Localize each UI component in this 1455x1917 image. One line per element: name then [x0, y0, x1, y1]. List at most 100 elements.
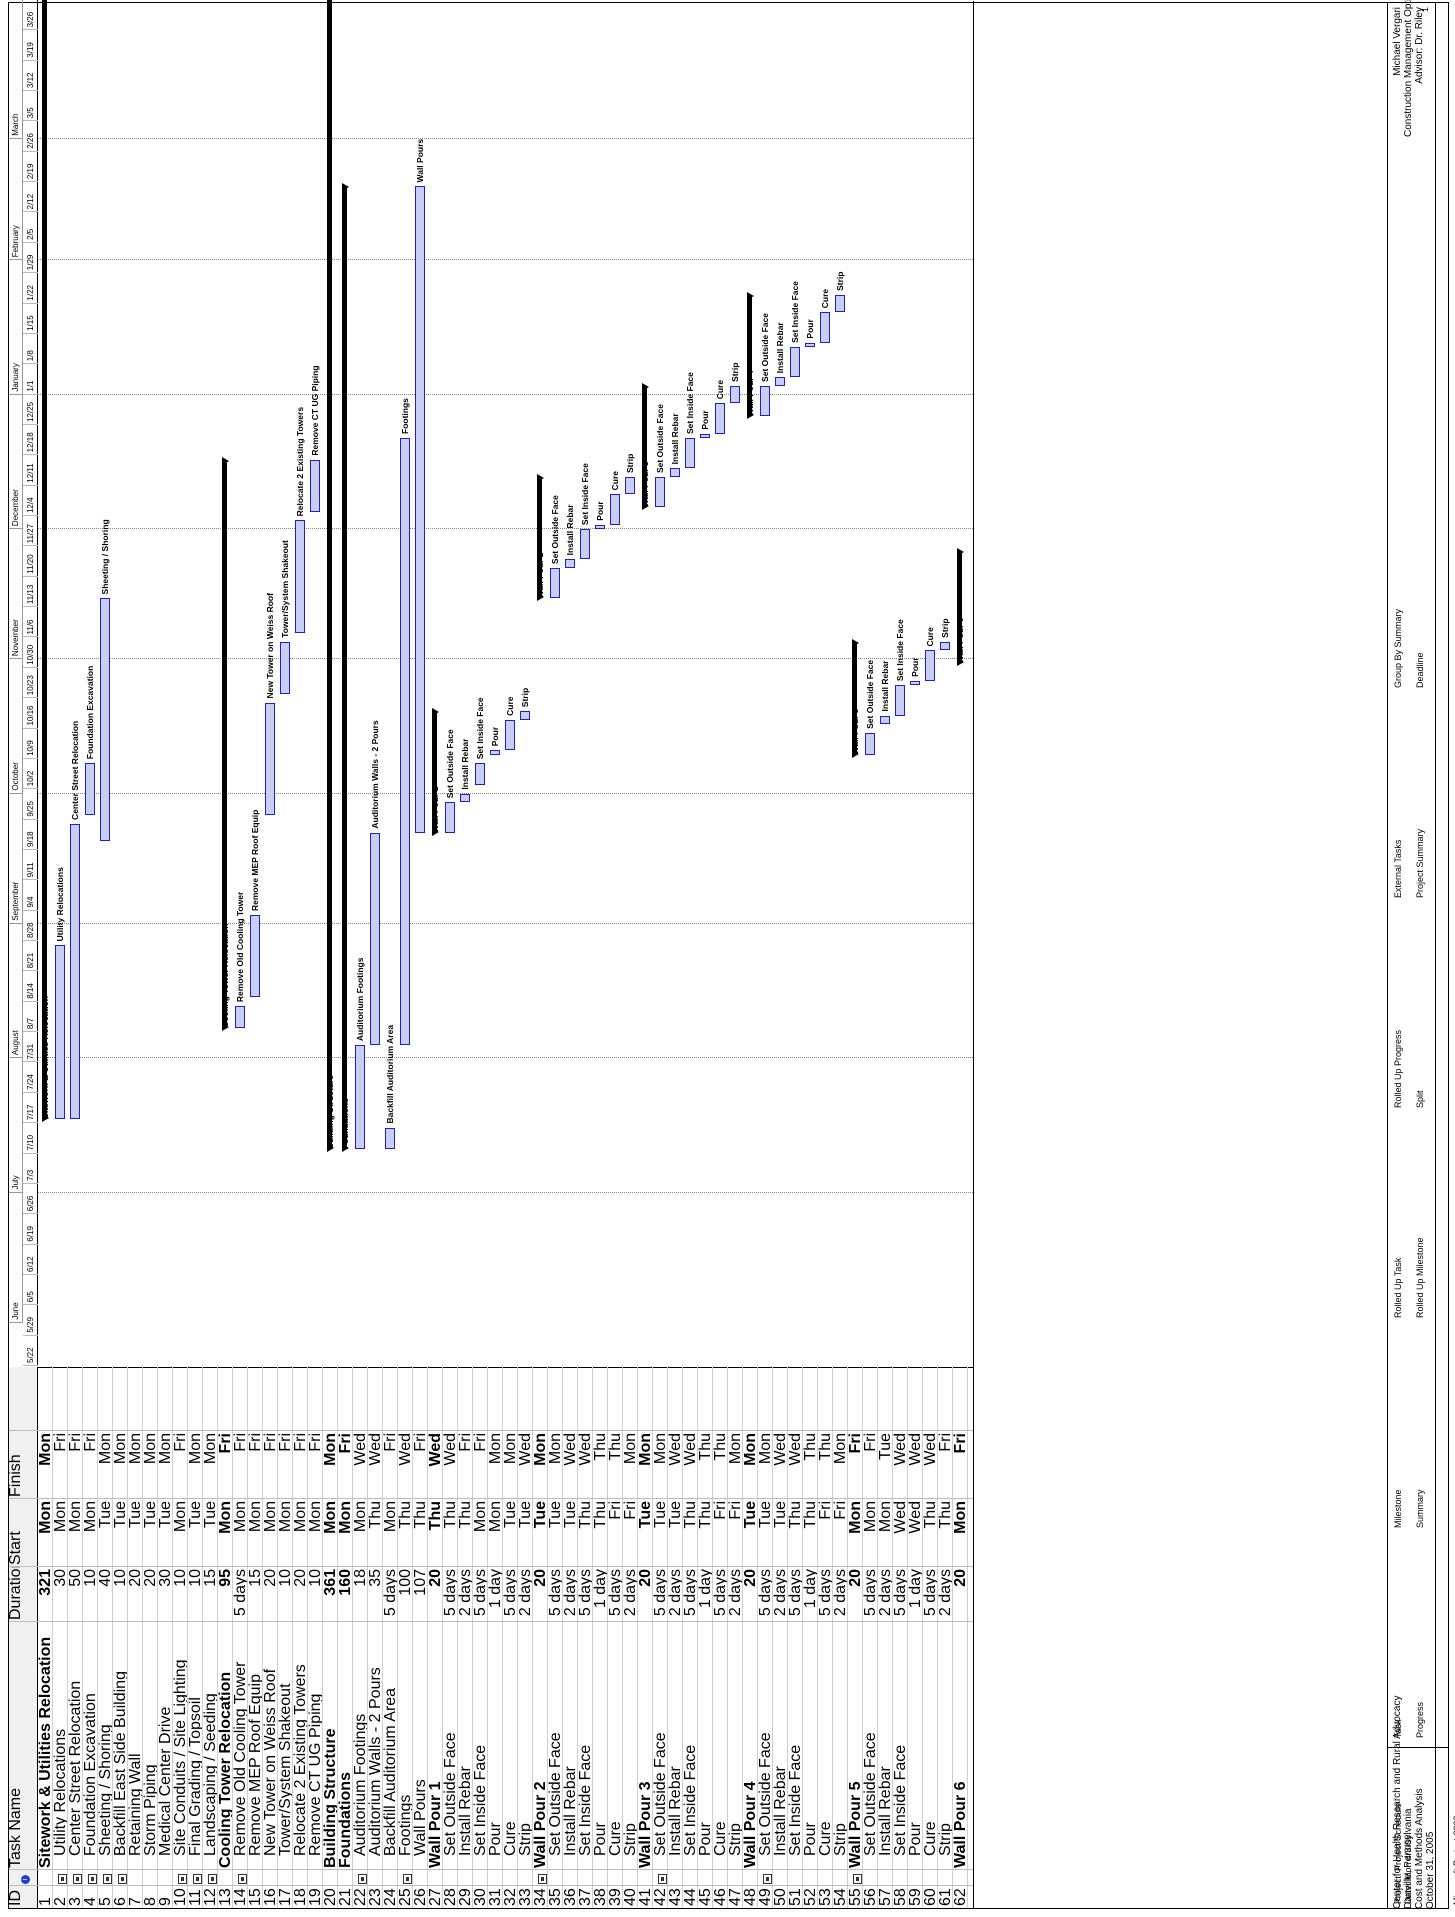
row-finish[interactable]: Fri 7/15/05 — [383, 1433, 397, 1452]
task-bar[interactable] — [490, 750, 500, 755]
row-start[interactable]: Thu 11/3/05 — [938, 1501, 952, 1529]
row-task-name[interactable]: Set Inside Face — [788, 1744, 802, 1856]
row-task-name[interactable]: Backfill Auditorium Area — [383, 1687, 397, 1856]
row-duration[interactable]: 2 days — [938, 1569, 952, 1616]
row-task-name[interactable]: Wall Pour 6 — [953, 1781, 967, 1868]
table-row[interactable]: 6 Backfill East Side Building 10 days Tue 4… — [113, 1367, 128, 1908]
row-start[interactable]: Thu 1/12/06 — [803, 1501, 817, 1529]
row-finish[interactable]: Mon 12/12/05 — [533, 1433, 547, 1466]
row-task-name[interactable]: Wall Pour 3 — [638, 1781, 652, 1868]
row-duration[interactable]: 2 days — [878, 1569, 892, 1616]
row-start[interactable]: Mon 10/24/05 — [278, 1501, 292, 1533]
row-duration[interactable]: 2 days — [833, 1569, 847, 1616]
table-row[interactable]: 12 Landscaping / Seeding 15 days Tue 9/19/0… — [203, 1367, 218, 1908]
row-start[interactable]: Tue 12/6/05 — [638, 1501, 652, 1529]
row-task-name[interactable]: Utility Relocations — [53, 1728, 67, 1856]
row-duration[interactable]: 2 days — [728, 1569, 742, 1616]
row-task-name[interactable]: Strip — [938, 1823, 952, 1856]
row-finish[interactable]: Wed 10/19/05 — [518, 1433, 532, 1466]
row-duration[interactable]: 10 days — [173, 1569, 187, 1587]
row-task-name[interactable]: Set Outside Face — [758, 1732, 772, 1856]
row-duration[interactable]: 20 days — [428, 1569, 442, 1587]
table-row[interactable]: 48 Wall Pour 4 20 days Tue 12/27/05 Mon 1/23… — [743, 1367, 758, 1908]
row-task-name[interactable]: Strip — [623, 1823, 637, 1856]
row-start[interactable]: Mon 8/15/05 — [248, 1501, 262, 1533]
row-finish[interactable]: Mon 11/21/05 — [548, 1433, 562, 1465]
row-finish[interactable]: Thu 12/22/05 — [698, 1433, 712, 1461]
row-finish[interactable]: Fri 9/2/05 — [248, 1433, 262, 1452]
row-start[interactable]: Thu 1/5/06 — [788, 1501, 802, 1529]
row-start[interactable]: Tue 12/6/05 — [653, 1501, 667, 1528]
task-bar[interactable] — [295, 520, 305, 634]
table-row[interactable]: 28 Set Outside Face 5 days Thu 9/22/05 Wed 9… — [443, 1367, 458, 1908]
table-row[interactable]: 61 Strip 2 days Thu 11/3/05 Fri 11/4/05 — [938, 1367, 953, 1908]
row-finish[interactable]: Thu 12/29/05 — [713, 1433, 727, 1461]
row-start[interactable]: Fri 12/23/05 — [713, 1501, 727, 1520]
table-row[interactable]: 56 Set Outside Face 5 days Mon 10/10/05 Fri … — [863, 1367, 878, 1908]
row-task-name[interactable]: Wall Pour 4 — [743, 1781, 757, 1868]
row-duration[interactable]: 5 days — [653, 1569, 667, 1616]
row-start[interactable]: Mon 7/11/05 — [323, 1501, 337, 1534]
summary-bar[interactable] — [42, 0, 47, 1119]
row-task-name[interactable]: Cure — [713, 1821, 727, 1856]
row-start[interactable]: Wed 10/26/05 — [908, 1501, 922, 1534]
row-duration[interactable]: 18 days — [353, 1569, 367, 1587]
task-bar[interactable] — [460, 793, 470, 803]
row-start[interactable]: Tue 12/13/05 — [668, 1501, 682, 1528]
row-duration[interactable]: 20 days — [128, 1569, 142, 1587]
table-row[interactable]: 40 Strip 2 days Fri 12/9/05 Mon 12/12/05 — [623, 1367, 638, 1908]
row-duration[interactable]: 361 days — [323, 1569, 337, 1596]
row-duration[interactable]: 20 days — [263, 1569, 277, 1587]
row-task-name[interactable]: Wall Pours — [413, 1779, 427, 1856]
row-finish[interactable]: Fri 8/26/05 — [53, 1433, 67, 1452]
row-task-name[interactable]: Install Rebar — [773, 1766, 787, 1856]
table-row[interactable]: 16 New Tower on Weiss Roof 20 days Mon 9/26… — [263, 1367, 278, 1908]
row-duration[interactable]: 20 days — [848, 1569, 862, 1587]
row-duration[interactable]: 2 days — [458, 1569, 472, 1616]
row-start[interactable]: Thu 9/22/05 — [413, 1501, 427, 1529]
row-task-name[interactable]: Strip — [518, 1823, 532, 1856]
row-duration[interactable]: 20 days — [638, 1569, 652, 1587]
row-finish[interactable]: Wed 10/19/05 — [428, 1433, 442, 1467]
table-row[interactable]: 58 Set Inside Face 5 days Wed 10/19/05 Wed 1… — [893, 1367, 908, 1908]
task-bar[interactable] — [835, 294, 845, 313]
row-task-name[interactable]: Set Outside Face — [863, 1732, 877, 1856]
row-duration[interactable]: 20 days — [743, 1569, 757, 1587]
row-task-name[interactable]: Pour — [908, 1822, 922, 1856]
table-row[interactable]: 51 Set Inside Face 5 days Thu 1/5/06 Wed 1/1… — [788, 1367, 803, 1908]
table-row[interactable]: 62 Wall Pour 6 20 days Mon 10/31/05 Fri 11/2… — [953, 1367, 968, 1908]
task-bar[interactable] — [235, 1006, 245, 1028]
row-task-name[interactable]: Foundation Excavation — [83, 1693, 97, 1856]
row-start[interactable]: Mon 9/26/05 — [83, 1501, 97, 1533]
table-row[interactable]: 38 Pour 1 day Thu 12/1/05 Thu 12/1/05 — [593, 1367, 608, 1908]
row-duration[interactable]: 10 days — [278, 1569, 292, 1587]
row-task-name[interactable]: Storm Piping — [143, 1764, 157, 1856]
row-duration[interactable]: 5 days — [818, 1569, 832, 1616]
row-task-name[interactable]: Landscaping / Seeding — [203, 1693, 217, 1856]
row-finish[interactable]: Mon 1/23/06 — [833, 1433, 847, 1465]
row-duration[interactable]: 1 day — [908, 1569, 922, 1608]
row-duration[interactable]: 15 days — [203, 1569, 217, 1587]
row-start[interactable]: Mon 11/7/05 — [293, 1501, 307, 1533]
row-duration[interactable]: 5 days — [758, 1569, 772, 1616]
row-task-name[interactable]: Set Inside Face — [683, 1744, 697, 1856]
row-finish[interactable]: Fri 10/21/05 — [263, 1433, 277, 1452]
row-start[interactable]: Tue 12/27/05 — [743, 1501, 757, 1529]
row-finish[interactable]: Fri 12/16/05 — [218, 1433, 232, 1454]
row-duration[interactable]: 10 days — [113, 1569, 127, 1587]
table-row[interactable]: 39 Cure 5 days Fri 12/2/05 Thu 12/8/05 — [608, 1367, 623, 1908]
table-row[interactable]: 14 Remove Old Cooling Tower 5 days Mon 8/8/… — [233, 1367, 248, 1908]
row-duration[interactable]: 5 days — [788, 1569, 802, 1616]
row-finish[interactable]: Mon 10/10/05 — [488, 1433, 502, 1465]
task-bar[interactable] — [415, 186, 425, 833]
task-bar[interactable] — [880, 715, 890, 725]
row-finish[interactable]: Fri 11/4/05 — [278, 1433, 292, 1452]
task-bar[interactable] — [265, 702, 275, 816]
row-task-name[interactable]: Wall Pour 2 — [533, 1781, 547, 1868]
task-bar[interactable] — [670, 468, 680, 478]
row-finish[interactable]: Tue 10/18/05 — [878, 1433, 892, 1460]
table-row[interactable]: 25 Footings 100 days Thu 8/4/05 Wed 12/21/05 — [398, 1367, 413, 1908]
row-duration[interactable]: 2 days — [773, 1569, 787, 1616]
row-task-name[interactable]: Cure — [503, 1821, 517, 1856]
row-finish[interactable]: Wed 12/14/05 — [668, 1433, 682, 1466]
